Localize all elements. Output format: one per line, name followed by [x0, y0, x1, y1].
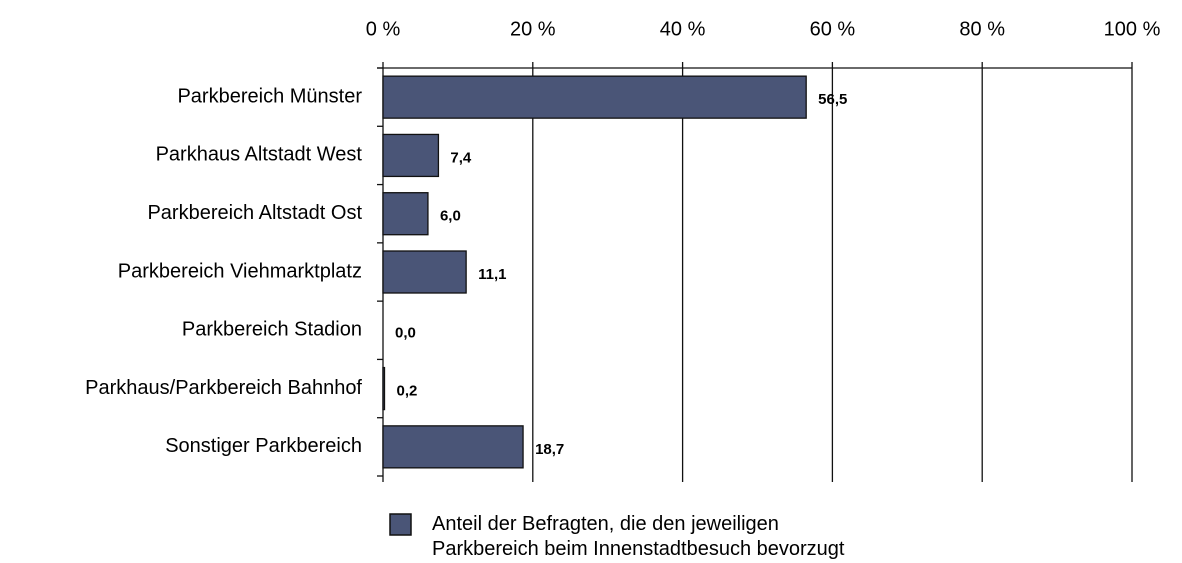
value-label: 0,0 [395, 324, 416, 341]
bar [382, 133, 440, 178]
y-tick-label: Parkbereich Altstadt Ost [147, 202, 362, 224]
bar [382, 366, 386, 411]
value-label: 0,2 [396, 383, 417, 400]
x-tick-label: 20 % [510, 18, 556, 40]
value-label: 6,0 [440, 208, 461, 225]
bar [382, 250, 467, 294]
x-tick-label: 60 % [810, 18, 856, 40]
bar [382, 75, 807, 119]
y-tick-label: Parkhaus Altstadt West [156, 144, 363, 166]
y-tick-label: Parkbereich Münster [177, 85, 362, 107]
x-tick-label: 100 % [1104, 18, 1161, 40]
y-tick-label: Parkhaus/Parkbereich Bahnhof [85, 377, 362, 399]
legend-swatch [389, 513, 412, 536]
value-label: 56,5 [818, 91, 847, 108]
x-tick-label: 0 % [366, 18, 401, 40]
value-label: 7,4 [450, 149, 472, 166]
y-tick-label: Parkbereich Stadion [182, 319, 362, 341]
bar [382, 192, 429, 236]
x-tick-label: 80 % [959, 18, 1005, 40]
value-label: 18,7 [535, 441, 564, 458]
bar [382, 425, 524, 469]
legend-label: Anteil der Befragten, die den jeweiligen… [432, 513, 845, 560]
x-tick-label: 40 % [660, 18, 706, 40]
y-tick-label: Sonstiger Parkbereich [165, 435, 362, 457]
y-tick-label: Parkbereich Viehmarktplatz [118, 260, 362, 282]
value-label: 11,1 [478, 266, 506, 283]
